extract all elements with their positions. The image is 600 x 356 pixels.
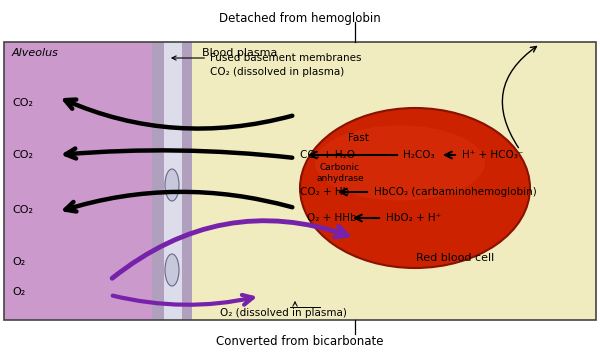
Text: Blood plasma: Blood plasma: [202, 48, 277, 58]
Text: CO₂ (dissolved in plasma): CO₂ (dissolved in plasma): [210, 67, 344, 77]
Text: O₂ + HHb: O₂ + HHb: [307, 213, 356, 223]
Text: O₂: O₂: [12, 287, 25, 297]
Text: Detached from hemoglobin: Detached from hemoglobin: [219, 12, 381, 25]
Ellipse shape: [300, 108, 530, 268]
Text: Alveolus: Alveolus: [12, 48, 59, 58]
Text: CO₂: CO₂: [12, 150, 33, 160]
Bar: [152, 42, 164, 320]
Text: Fast: Fast: [347, 133, 368, 143]
Ellipse shape: [165, 169, 179, 201]
Bar: [182, 42, 192, 320]
Ellipse shape: [315, 126, 485, 200]
Text: H₂CO₃: H₂CO₃: [403, 150, 434, 160]
Text: CO₂: CO₂: [12, 98, 33, 108]
Text: CO₂ + Hb: CO₂ + Hb: [300, 187, 349, 197]
Text: Red blood cell: Red blood cell: [416, 253, 494, 263]
Text: HbO₂ + H⁺: HbO₂ + H⁺: [386, 213, 441, 223]
Text: O₂: O₂: [12, 257, 25, 267]
Bar: [4, 42, 596, 320]
Bar: [192, 42, 596, 320]
Text: Carbonic
anhydrase: Carbonic anhydrase: [316, 163, 364, 183]
Bar: [164, 42, 182, 320]
Ellipse shape: [165, 254, 179, 286]
Text: O₂ (dissolved in plasma): O₂ (dissolved in plasma): [220, 308, 347, 318]
Bar: [4, 42, 152, 320]
Text: H⁺ + HCO₃⁻: H⁺ + HCO₃⁻: [462, 150, 523, 160]
Text: CO₂ + H₂O: CO₂ + H₂O: [300, 150, 355, 160]
Text: HbCO₂ (carbaminohemoglobin): HbCO₂ (carbaminohemoglobin): [374, 187, 537, 197]
Text: Fused basement membranes: Fused basement membranes: [172, 53, 361, 63]
Text: Converted from bicarbonate: Converted from bicarbonate: [216, 335, 384, 348]
Text: CO₂: CO₂: [12, 205, 33, 215]
